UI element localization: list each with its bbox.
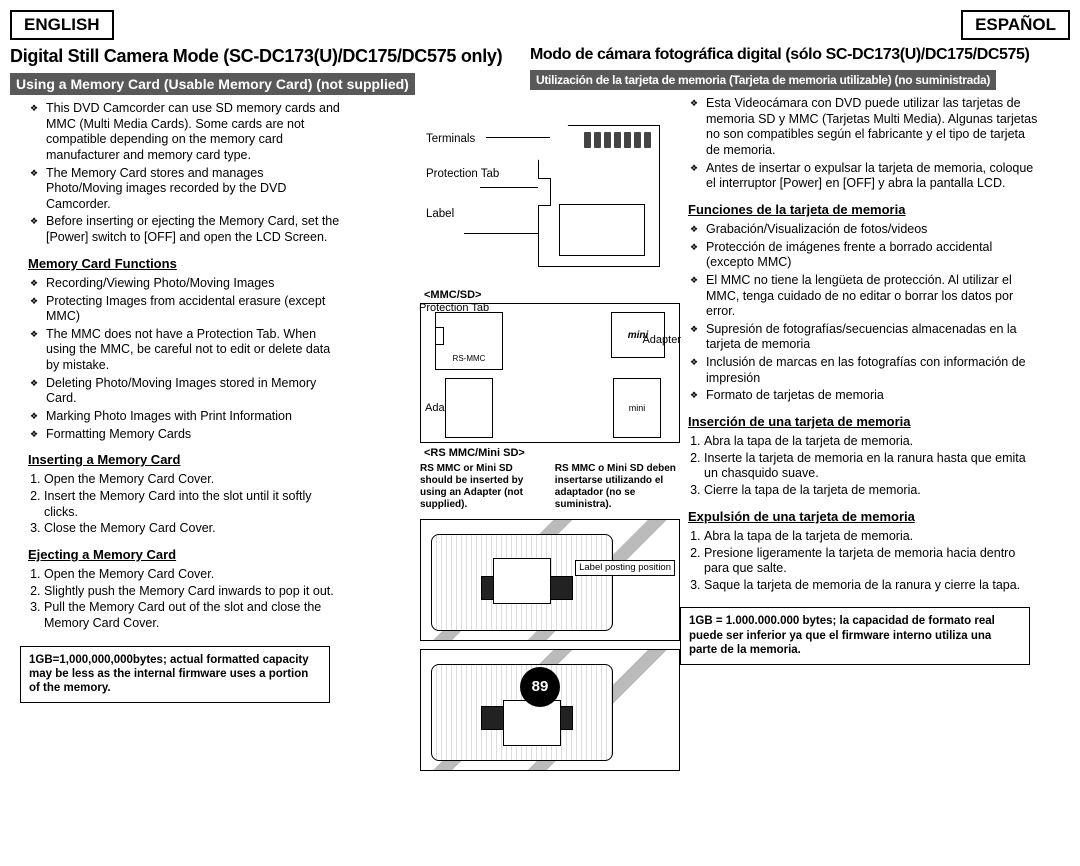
- lang-tab-en: ENGLISH: [10, 10, 114, 40]
- en-insert-title: Inserting a Memory Card: [28, 452, 340, 468]
- adapter-figure: RS-MMC mini Protection Tab Adapter Adapt…: [420, 303, 680, 443]
- en-eject-title: Ejecting a Memory Card: [28, 547, 340, 563]
- adapter-right-icon: mini: [613, 378, 661, 438]
- lbl-adapter-r: Adapter: [642, 334, 681, 346]
- en-note-box: 1GB=1,000,000,000bytes; actual formatted…: [20, 646, 330, 703]
- en-subbar: Using a Memory Card (Usable Memory Card)…: [10, 73, 415, 95]
- es-subbar: Utilización de la tarjeta de memoria (Ta…: [530, 70, 996, 90]
- es-eject-list: Abra la tapa de la tarjeta de memoria. P…: [670, 529, 1040, 594]
- es-headline: Modo de cámara fotográfica digital (sólo…: [530, 46, 1040, 64]
- caption-rsmmc: <RS MMC/Mini SD>: [424, 447, 680, 459]
- sdcard-figure: Terminals Protection Tab Label: [420, 125, 680, 285]
- lbl-label: Label: [426, 206, 499, 223]
- lbl-protection-tab: Protection Tab: [426, 166, 499, 183]
- cam-insert-figure: Label posting position: [420, 519, 680, 641]
- lbl-protection: Protection Tab: [417, 300, 491, 316]
- es-insert-title: Inserción de una tarjeta de memoria: [688, 414, 1040, 430]
- sdcard-icon: [538, 125, 660, 267]
- cam-eject-figure: [420, 649, 680, 771]
- en-eject-list: Open the Memory Card Cover. Slightly pus…: [10, 567, 340, 632]
- page-number: 89: [520, 667, 560, 707]
- en-funcs-list: Recording/Viewing Photo/Moving Images Pr…: [30, 276, 340, 442]
- en-headline: Digital Still Camera Mode (SC-DC173(U)/D…: [10, 46, 520, 67]
- rsmmc-card-icon: RS-MMC: [435, 312, 503, 370]
- lang-tab-es: ESPAÑOL: [961, 10, 1070, 40]
- en-funcs-title: Memory Card Functions: [28, 256, 340, 272]
- lbl-terminals: Terminals: [426, 131, 499, 148]
- lbl-labelpos: Label posting position: [575, 560, 675, 576]
- es-funcs-title: Funciones de la tarjeta de memoria: [688, 202, 1040, 218]
- es-eject-title: Expulsión de una tarjeta de memoria: [688, 509, 1040, 525]
- rs-note: RS MMC or Mini SD should be inserted by …: [420, 463, 680, 511]
- adapter-left-icon: [445, 378, 493, 438]
- en-insert-list: Open the Memory Card Cover. Insert the M…: [10, 472, 340, 537]
- en-intro-list: This DVD Camcorder can use SD memory car…: [30, 101, 340, 246]
- es-intro-list: Esta Videocámara con DVD puede utilizar …: [690, 96, 1040, 192]
- es-insert-list: Abra la tapa de la tarjeta de memoria. I…: [670, 434, 1040, 499]
- es-note-box: 1GB = 1.000.000.000 bytes; la capacidad …: [680, 607, 1030, 664]
- es-funcs-list: Grabación/Visualización de fotos/videos …: [690, 222, 1040, 404]
